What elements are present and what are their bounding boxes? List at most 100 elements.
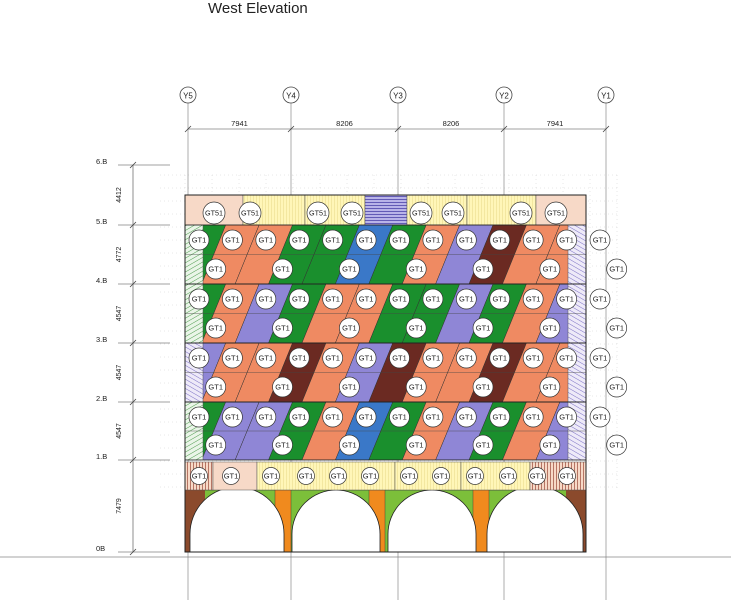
panel-tag-label: GT1 xyxy=(409,324,424,333)
panel-tag-circle xyxy=(272,434,293,456)
panel-tag-circle xyxy=(466,467,484,485)
panel-tag-circle xyxy=(589,347,611,369)
panel-tag-circle xyxy=(322,406,344,428)
panel-tag-circle xyxy=(188,288,210,310)
axis-label: Y5 xyxy=(183,92,193,101)
level-label: 2.B xyxy=(96,394,107,403)
panel-tag-label: GT1 xyxy=(359,413,374,422)
panel-tag-circle xyxy=(509,201,533,225)
panel-tag-circle xyxy=(288,406,310,428)
panel-tag-circle xyxy=(489,288,511,310)
level-tick xyxy=(129,548,137,556)
panel-tag-label: GT1 xyxy=(264,472,279,481)
panel-tag-circle xyxy=(355,347,377,369)
panel-tag-circle xyxy=(288,288,310,310)
panel-tag-label: GT1 xyxy=(559,295,574,304)
panel-tag-circle xyxy=(606,376,628,398)
panel-tag-label: GT51 xyxy=(512,209,530,218)
panel-tag-circle xyxy=(389,347,410,369)
panel-tag-label: GT1 xyxy=(392,236,407,245)
panel-tag-label: GT1 xyxy=(560,472,575,481)
panel-tag-label: GT1 xyxy=(208,441,223,450)
panel-tag-label: GT1 xyxy=(459,295,474,304)
panel-tag-circle xyxy=(422,406,444,428)
panel-tag-circle xyxy=(339,376,360,398)
panel-tag-circle xyxy=(255,288,277,310)
panel-tag-label: GT1 xyxy=(459,354,474,363)
axis-label: Y2 xyxy=(499,92,509,101)
panel-tag-label: GT1 xyxy=(409,383,424,392)
panel-tag-circle xyxy=(489,229,511,251)
panel-tag-label: GT1 xyxy=(409,441,424,450)
level-label: 5.B xyxy=(96,217,107,226)
level-height-dimension: 4547 xyxy=(116,423,123,439)
panel-tag-label: GT1 xyxy=(426,295,441,304)
panel-tag-label: GT1 xyxy=(609,324,624,333)
span-dimension: 7941 xyxy=(547,119,564,128)
panel-tag-label: GT1 xyxy=(225,354,240,363)
panel-tag-label: GT1 xyxy=(468,472,483,481)
panel-tag-label: GT1 xyxy=(259,295,274,304)
level-label: 6.B xyxy=(96,157,107,166)
panel-tag-label: GT1 xyxy=(426,354,441,363)
level-label: 1.B xyxy=(96,452,107,461)
panel-tag-label: GT1 xyxy=(292,413,307,422)
level-tick xyxy=(129,221,137,229)
panel-tag-circle xyxy=(522,288,544,310)
panel-tag-circle xyxy=(528,467,546,485)
panel-tag-circle xyxy=(522,406,544,428)
panel-tag-circle xyxy=(400,467,418,485)
panel-tag-circle xyxy=(389,288,410,310)
panel-tag-label: GT1 xyxy=(342,383,357,392)
panel-tag-circle xyxy=(238,201,262,225)
level-tick xyxy=(129,339,137,347)
panel-tag-label: GT1 xyxy=(609,441,624,450)
span-dimension: 7941 xyxy=(231,119,248,128)
panel-tag-label: GT1 xyxy=(359,354,374,363)
panel-tag-label: GT1 xyxy=(434,472,449,481)
panel-tag-circle xyxy=(202,201,226,225)
panel-tag-label: GT1 xyxy=(526,354,541,363)
panel-tag-circle xyxy=(606,434,628,456)
building-outline xyxy=(184,194,587,553)
panel-tag-circle xyxy=(255,229,277,251)
panel-tag-circle xyxy=(556,288,577,310)
facade-panel xyxy=(185,343,193,362)
panel-tag-circle xyxy=(306,201,330,225)
panel-tag-label: GT1 xyxy=(325,354,340,363)
panel-tag-circle xyxy=(389,406,410,428)
panel-tag-label: GT1 xyxy=(409,265,424,274)
panel-tag-circle xyxy=(205,434,227,456)
panel-tag-label: GT1 xyxy=(225,413,240,422)
panel-tag-circle xyxy=(188,406,210,428)
level-label: 4.B xyxy=(96,276,107,285)
axis-bubble xyxy=(495,86,513,104)
panel-tag-label: GT1 xyxy=(492,354,507,363)
panel-tag-circle xyxy=(539,258,561,280)
level-height-dimension: 4772 xyxy=(116,247,123,263)
panel-tag-circle xyxy=(544,201,568,225)
panel-tag-label: GT1 xyxy=(292,236,307,245)
panel-tag-label: GT51 xyxy=(205,209,223,218)
panel-tag-label: GT1 xyxy=(559,236,574,245)
panel-tag-circle xyxy=(361,467,379,485)
axis-label: Y1 xyxy=(601,92,611,101)
panel-tag-label: GT1 xyxy=(299,472,314,481)
panel-tag-circle xyxy=(472,258,494,280)
panel-tag-label: GT1 xyxy=(192,354,207,363)
panel-tag-circle xyxy=(606,317,628,339)
panel-tag-label: GT1 xyxy=(543,441,558,450)
panel-tag-label: GT1 xyxy=(342,441,357,450)
axis-bubble xyxy=(179,86,197,104)
panel-tag-label: GT1 xyxy=(459,413,474,422)
panel-tag-circle xyxy=(441,201,465,225)
panel-tag-label: GT1 xyxy=(192,472,207,481)
panel-tag-label: GT1 xyxy=(192,236,207,245)
panel-tag-circle xyxy=(489,406,511,428)
panel-tag-circle xyxy=(539,434,561,456)
panel-tag-circle xyxy=(405,317,427,339)
panel-tag-label: GT1 xyxy=(392,295,407,304)
panel-tag-label: GT1 xyxy=(259,413,274,422)
axis-label: Y4 xyxy=(286,92,296,101)
